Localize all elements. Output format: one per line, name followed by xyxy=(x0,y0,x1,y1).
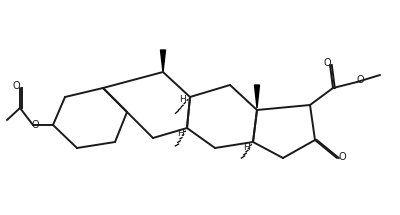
Text: O: O xyxy=(12,81,20,91)
Text: H: H xyxy=(180,95,186,104)
Polygon shape xyxy=(160,50,166,72)
Text: O: O xyxy=(31,120,39,130)
Text: O: O xyxy=(338,152,346,162)
Polygon shape xyxy=(254,85,260,108)
Text: H: H xyxy=(177,129,183,138)
Text: O: O xyxy=(323,58,331,68)
Text: O: O xyxy=(356,75,364,85)
Text: H: H xyxy=(244,143,250,152)
